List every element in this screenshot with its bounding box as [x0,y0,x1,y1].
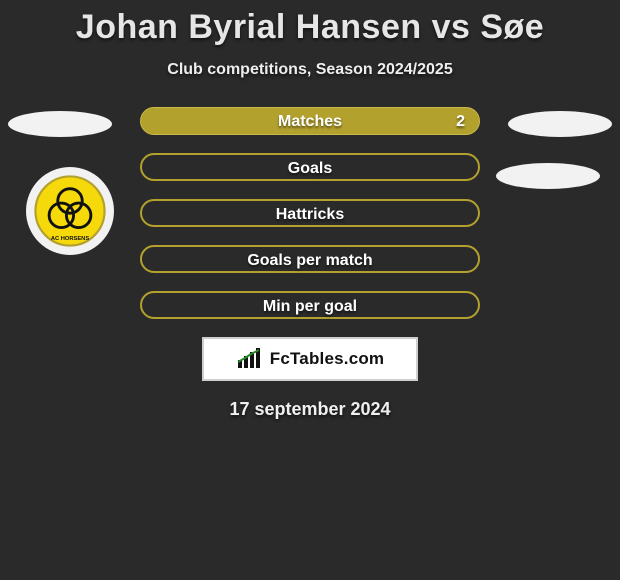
metric-bar-hattricks: Hattricks [140,199,480,227]
player-right-placeholder-1 [508,111,612,137]
brand-text: FcTables.com [270,349,385,369]
page-subtitle: Club competitions, Season 2024/2025 [0,61,620,79]
club-badge-icon: AC HORSENS [34,175,106,247]
metric-bar-goals-per-match: Goals per match [140,245,480,273]
brand-box: FcTables.com [202,337,418,381]
club-badge-text: AC HORSENS [51,236,90,242]
metric-bars: Matches 2 Goals Hattricks Goals per matc… [140,107,480,319]
metric-label: Hattricks [276,206,344,223]
page-title: Johan Byrial Hansen vs Søe [0,0,620,47]
player-left-placeholder [8,111,112,137]
metric-value-right: 2 [456,108,465,136]
player-right-placeholder-2 [496,163,600,189]
metric-label: Goals [288,160,332,177]
club-badge: AC HORSENS [26,167,114,255]
metric-label: Goals per match [247,252,372,269]
brand-bars-icon [236,348,264,370]
metric-bar-goals: Goals [140,153,480,181]
metric-bar-matches: Matches 2 [140,107,480,135]
metric-label: Min per goal [263,298,357,315]
metric-bar-min-per-goal: Min per goal [140,291,480,319]
date-text: 17 september 2024 [0,399,620,420]
comparison-stage: AC HORSENS Matches 2 Goals Hattricks Goa… [0,107,620,420]
metric-label: Matches [278,113,342,130]
